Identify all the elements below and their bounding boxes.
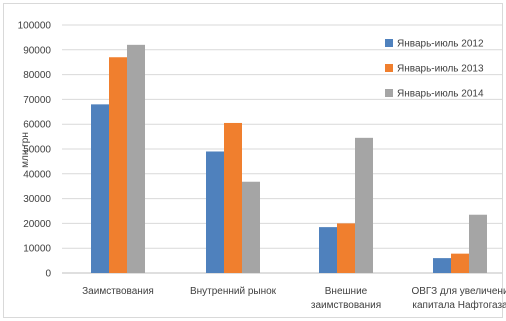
bar: [355, 137, 373, 273]
bar: [469, 214, 487, 273]
legend-swatch: [385, 89, 393, 97]
x-category-label: Заимствования: [82, 286, 154, 297]
legend-swatch: [385, 64, 393, 72]
y-tick-label: 80000: [23, 70, 51, 81]
x-category-label: ОВГЗ для увеличени капитала Нафтогаза: [411, 286, 506, 311]
bar: [224, 122, 242, 274]
y-tick-label: 50000: [23, 145, 51, 156]
legend-label: Январь-июль 2012: [397, 39, 484, 50]
legend-label: Январь-июль 2014: [397, 89, 484, 100]
bar: [91, 104, 109, 273]
bar: [319, 227, 337, 273]
legend-label: Январь-июль 2013: [397, 64, 484, 75]
y-tick-label: 20000: [23, 219, 51, 230]
x-category-label: Внешние заимствования: [311, 286, 381, 311]
y-axis-label: млн грн: [20, 132, 31, 168]
y-tick-label: 40000: [23, 169, 51, 180]
bar: [337, 223, 355, 273]
bars: [91, 44, 487, 274]
legend-swatch: [385, 39, 393, 47]
y-tick-label: 100000: [18, 21, 52, 32]
y-tick-label: 10000: [23, 244, 51, 255]
legend: Январь-июль 2012 Январь-июль 2013 Январь-и…: [385, 39, 484, 100]
bar: [127, 44, 145, 274]
bar: [433, 258, 451, 273]
y-tick-label: 30000: [23, 194, 51, 205]
y-axis-ticks: 0 10000 20000 30000 40000 50000 60000 70000 8000…: [18, 21, 52, 280]
y-tick-label: 90000: [23, 45, 51, 56]
y-tick-label: 60000: [23, 120, 51, 131]
x-axis-categories: Заимствования Внутренний рынок Внешние заим…: [82, 286, 506, 311]
x-category-label: Внутренний рынок: [190, 286, 277, 297]
bar: [206, 151, 224, 273]
bar: [109, 57, 127, 273]
bar: [242, 181, 260, 273]
y-tick-label: 0: [45, 269, 51, 280]
bar: [451, 253, 469, 273]
y-tick-label: 70000: [23, 95, 51, 106]
